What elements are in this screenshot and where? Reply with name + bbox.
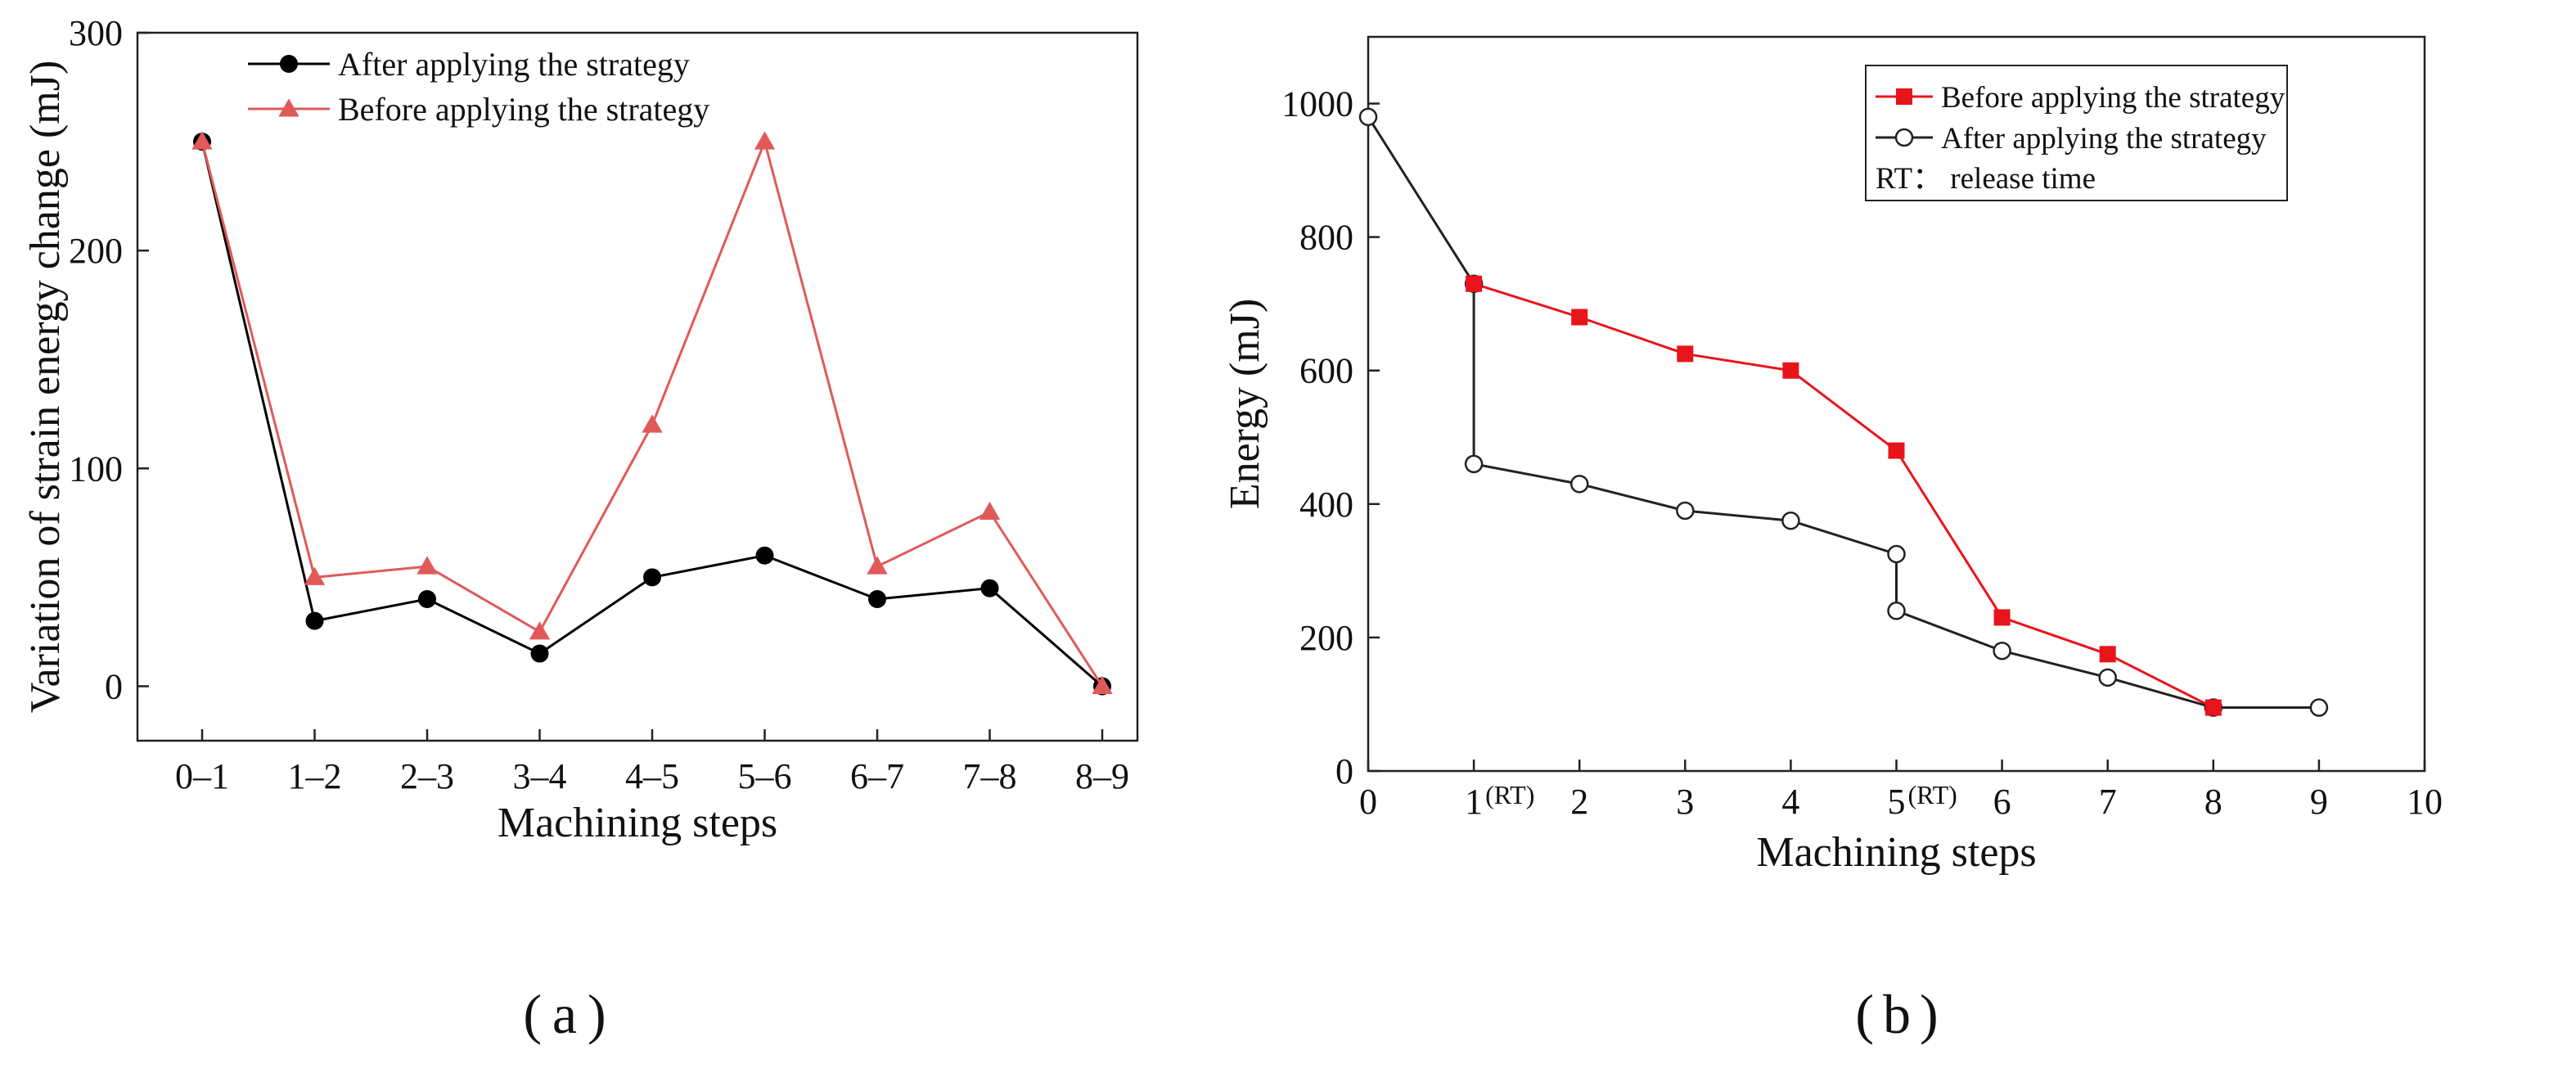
series-line xyxy=(1367,116,2319,710)
x-tick-label: 7 xyxy=(2099,782,2117,822)
panel-label-paren: ) xyxy=(1920,983,1939,1045)
data-point xyxy=(1887,544,1906,564)
y-axis-title: Energy (mJ) xyxy=(1222,299,1268,510)
series-line xyxy=(200,138,1104,688)
data-point xyxy=(642,414,663,433)
x-tick-label: 9 xyxy=(2310,782,2328,822)
y-axis-title: Variation of strain energy change (mJ) xyxy=(22,61,69,714)
y-tick-label: 0 xyxy=(105,666,123,706)
chart-panel-b: 0 200 400 600 800 1000 0 1 2 3 4 5 6 7 8 9 10 (RT) (RT) Mac… xyxy=(1222,35,2443,1045)
panel-label-paren: ( xyxy=(1855,983,1874,1045)
legend-marker xyxy=(278,98,299,117)
legend-box xyxy=(1865,65,2288,201)
series-line xyxy=(200,141,1103,688)
data-point xyxy=(530,644,549,663)
data-point xyxy=(1677,345,1694,363)
data-point xyxy=(1092,675,1113,694)
legend-label: Before applying the strategy xyxy=(338,91,709,128)
y-tick-label: 0 xyxy=(1335,751,1353,791)
legend-marker xyxy=(1894,128,1914,147)
data-point xyxy=(1888,442,1905,459)
plot-frame xyxy=(136,31,1139,742)
tick-annotation-rt: (RT) xyxy=(1485,780,1534,809)
x-tick-label: 3 xyxy=(1676,782,1694,822)
x-tick-label: 4–5 xyxy=(625,756,679,796)
panel-label-paren: ) xyxy=(588,983,606,1045)
data-point xyxy=(1571,309,1588,326)
data-point xyxy=(867,556,888,575)
data-point xyxy=(2309,698,2329,717)
data-point xyxy=(191,131,213,150)
panel-label-a: a xyxy=(552,983,577,1045)
data-point xyxy=(1781,511,1800,530)
data-point xyxy=(1993,641,2011,660)
data-point xyxy=(1466,275,1483,292)
y-tick-label: 100 xyxy=(69,449,123,489)
legend-label: Before applying the strategy xyxy=(1941,81,2286,115)
x-tick-label: 6–7 xyxy=(850,756,904,796)
x-tick-label: 6 xyxy=(1993,782,2011,822)
x-tick-label: 4 xyxy=(1781,782,1799,822)
data-point xyxy=(1569,475,1589,494)
series-line xyxy=(1473,282,2214,709)
data-point xyxy=(868,590,886,608)
x-tick-label: 1 xyxy=(1465,782,1483,822)
x-tick-label: 10 xyxy=(2407,782,2443,822)
data-point xyxy=(980,579,999,597)
x-tick-label: 1–2 xyxy=(288,756,342,796)
data-point xyxy=(1676,501,1695,521)
data-point xyxy=(304,566,326,585)
y-tick-label: 600 xyxy=(1299,351,1353,391)
x-tick-label: 7–8 xyxy=(963,756,1017,796)
y-tick-label: 1000 xyxy=(1281,84,1353,124)
x-tick-label: 2–3 xyxy=(400,756,454,796)
panel-label-paren: ( xyxy=(523,983,542,1045)
legend-label: After applying the strategy xyxy=(338,46,690,83)
chart-panel-a: 0 100 200 300 0–1 1–2 2–3 3–4 4–5 5–6 6–7 7–8 8–9 Mac… xyxy=(22,13,1139,1045)
data-point xyxy=(1358,107,1378,127)
x-tick-label: 5 xyxy=(1888,782,1906,822)
x-tick-label: 2 xyxy=(1570,782,1588,822)
data-point xyxy=(754,131,776,150)
data-point xyxy=(529,621,551,640)
data-point xyxy=(1464,454,1484,474)
legend-marker xyxy=(280,55,298,73)
y-tick-label: 300 xyxy=(69,13,123,53)
data-point xyxy=(417,556,438,575)
data-point xyxy=(418,590,436,608)
x-tick-label: 8–9 xyxy=(1075,756,1129,796)
y-tick-label: 200 xyxy=(1299,618,1353,658)
x-axis-title: Machining steps xyxy=(498,800,777,846)
y-tick-label: 400 xyxy=(1299,485,1353,525)
data-point xyxy=(2098,668,2117,688)
data-point xyxy=(1993,609,2011,626)
legend-label: After applying the strategy xyxy=(1941,122,2267,156)
data-point xyxy=(643,568,661,587)
x-axis-title: Machining steps xyxy=(1756,829,2036,876)
panel-label-b: b xyxy=(1883,983,1911,1045)
y-tick-label: 200 xyxy=(69,231,123,271)
data-point xyxy=(1782,362,1799,379)
data-point xyxy=(2099,646,2116,663)
data-point xyxy=(979,501,1001,521)
x-tick-label: 0–1 xyxy=(175,756,229,796)
data-point xyxy=(755,546,774,565)
data-point xyxy=(2204,699,2222,716)
data-point xyxy=(1887,602,1906,620)
legend-note: RT： release time xyxy=(1876,162,2096,196)
y-tick-label: 800 xyxy=(1299,218,1353,258)
x-tick-label: 0 xyxy=(1359,782,1377,822)
data-point xyxy=(305,611,324,630)
x-tick-label: 8 xyxy=(2204,782,2222,822)
x-tick-label: 3–4 xyxy=(513,756,567,796)
tick-annotation-rt: (RT) xyxy=(1908,780,1957,809)
x-tick-label: 5–6 xyxy=(738,756,792,796)
legend-marker xyxy=(1896,88,1912,105)
